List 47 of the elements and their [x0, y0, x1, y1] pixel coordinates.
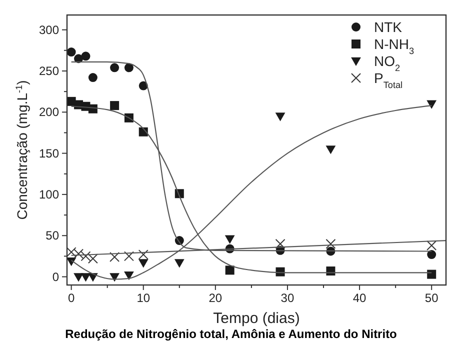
point	[80, 273, 91, 282]
point	[138, 259, 148, 268]
x-tick-label: 20	[208, 291, 222, 305]
point	[174, 259, 184, 268]
text: Redução de Nitrogênio total, Amônia e Aumento do Nitrito	[65, 327, 397, 341]
x-tick-label: 0	[68, 291, 75, 305]
point	[67, 258, 76, 266]
x-axis-title: Tempo (dias)	[213, 310, 300, 327]
point	[88, 73, 98, 82]
point	[88, 254, 98, 264]
point	[224, 235, 235, 244]
y-tick-label: 250	[38, 64, 60, 78]
x-tick-label: 50	[424, 291, 439, 305]
point	[110, 101, 120, 110]
point	[275, 112, 286, 122]
y-tick-label: 0	[52, 270, 60, 284]
point	[124, 63, 134, 72]
y-tick-label: 150	[38, 146, 60, 160]
y-tick-label: 50	[46, 228, 60, 243]
x-tick-label: 40	[352, 291, 367, 305]
point	[81, 52, 90, 61]
y-tick-label: 100	[38, 187, 60, 202]
legend-label: NO$_{2}$	[374, 53, 400, 73]
point	[426, 240, 437, 250]
point	[427, 250, 436, 260]
point	[326, 238, 336, 249]
point	[138, 250, 148, 260]
point	[110, 252, 120, 262]
point	[427, 270, 436, 279]
legend-label: P$_{Total}$	[374, 70, 403, 90]
point	[275, 238, 286, 249]
x-tick-label: 30	[280, 291, 294, 305]
y-tick-label: 300	[38, 22, 60, 37]
point	[426, 100, 437, 109]
point	[326, 146, 336, 154]
point	[124, 251, 134, 262]
point	[110, 273, 120, 282]
legend-label: NTK	[374, 19, 403, 35]
point	[80, 251, 91, 262]
point	[110, 63, 120, 72]
x-tick-label: 10	[136, 291, 150, 305]
y-tick-label: 200	[38, 105, 60, 120]
point	[74, 273, 84, 282]
point	[225, 266, 234, 275]
point	[67, 48, 76, 57]
point	[124, 272, 134, 280]
legend-label: N-NH$_{3}$	[374, 36, 414, 56]
